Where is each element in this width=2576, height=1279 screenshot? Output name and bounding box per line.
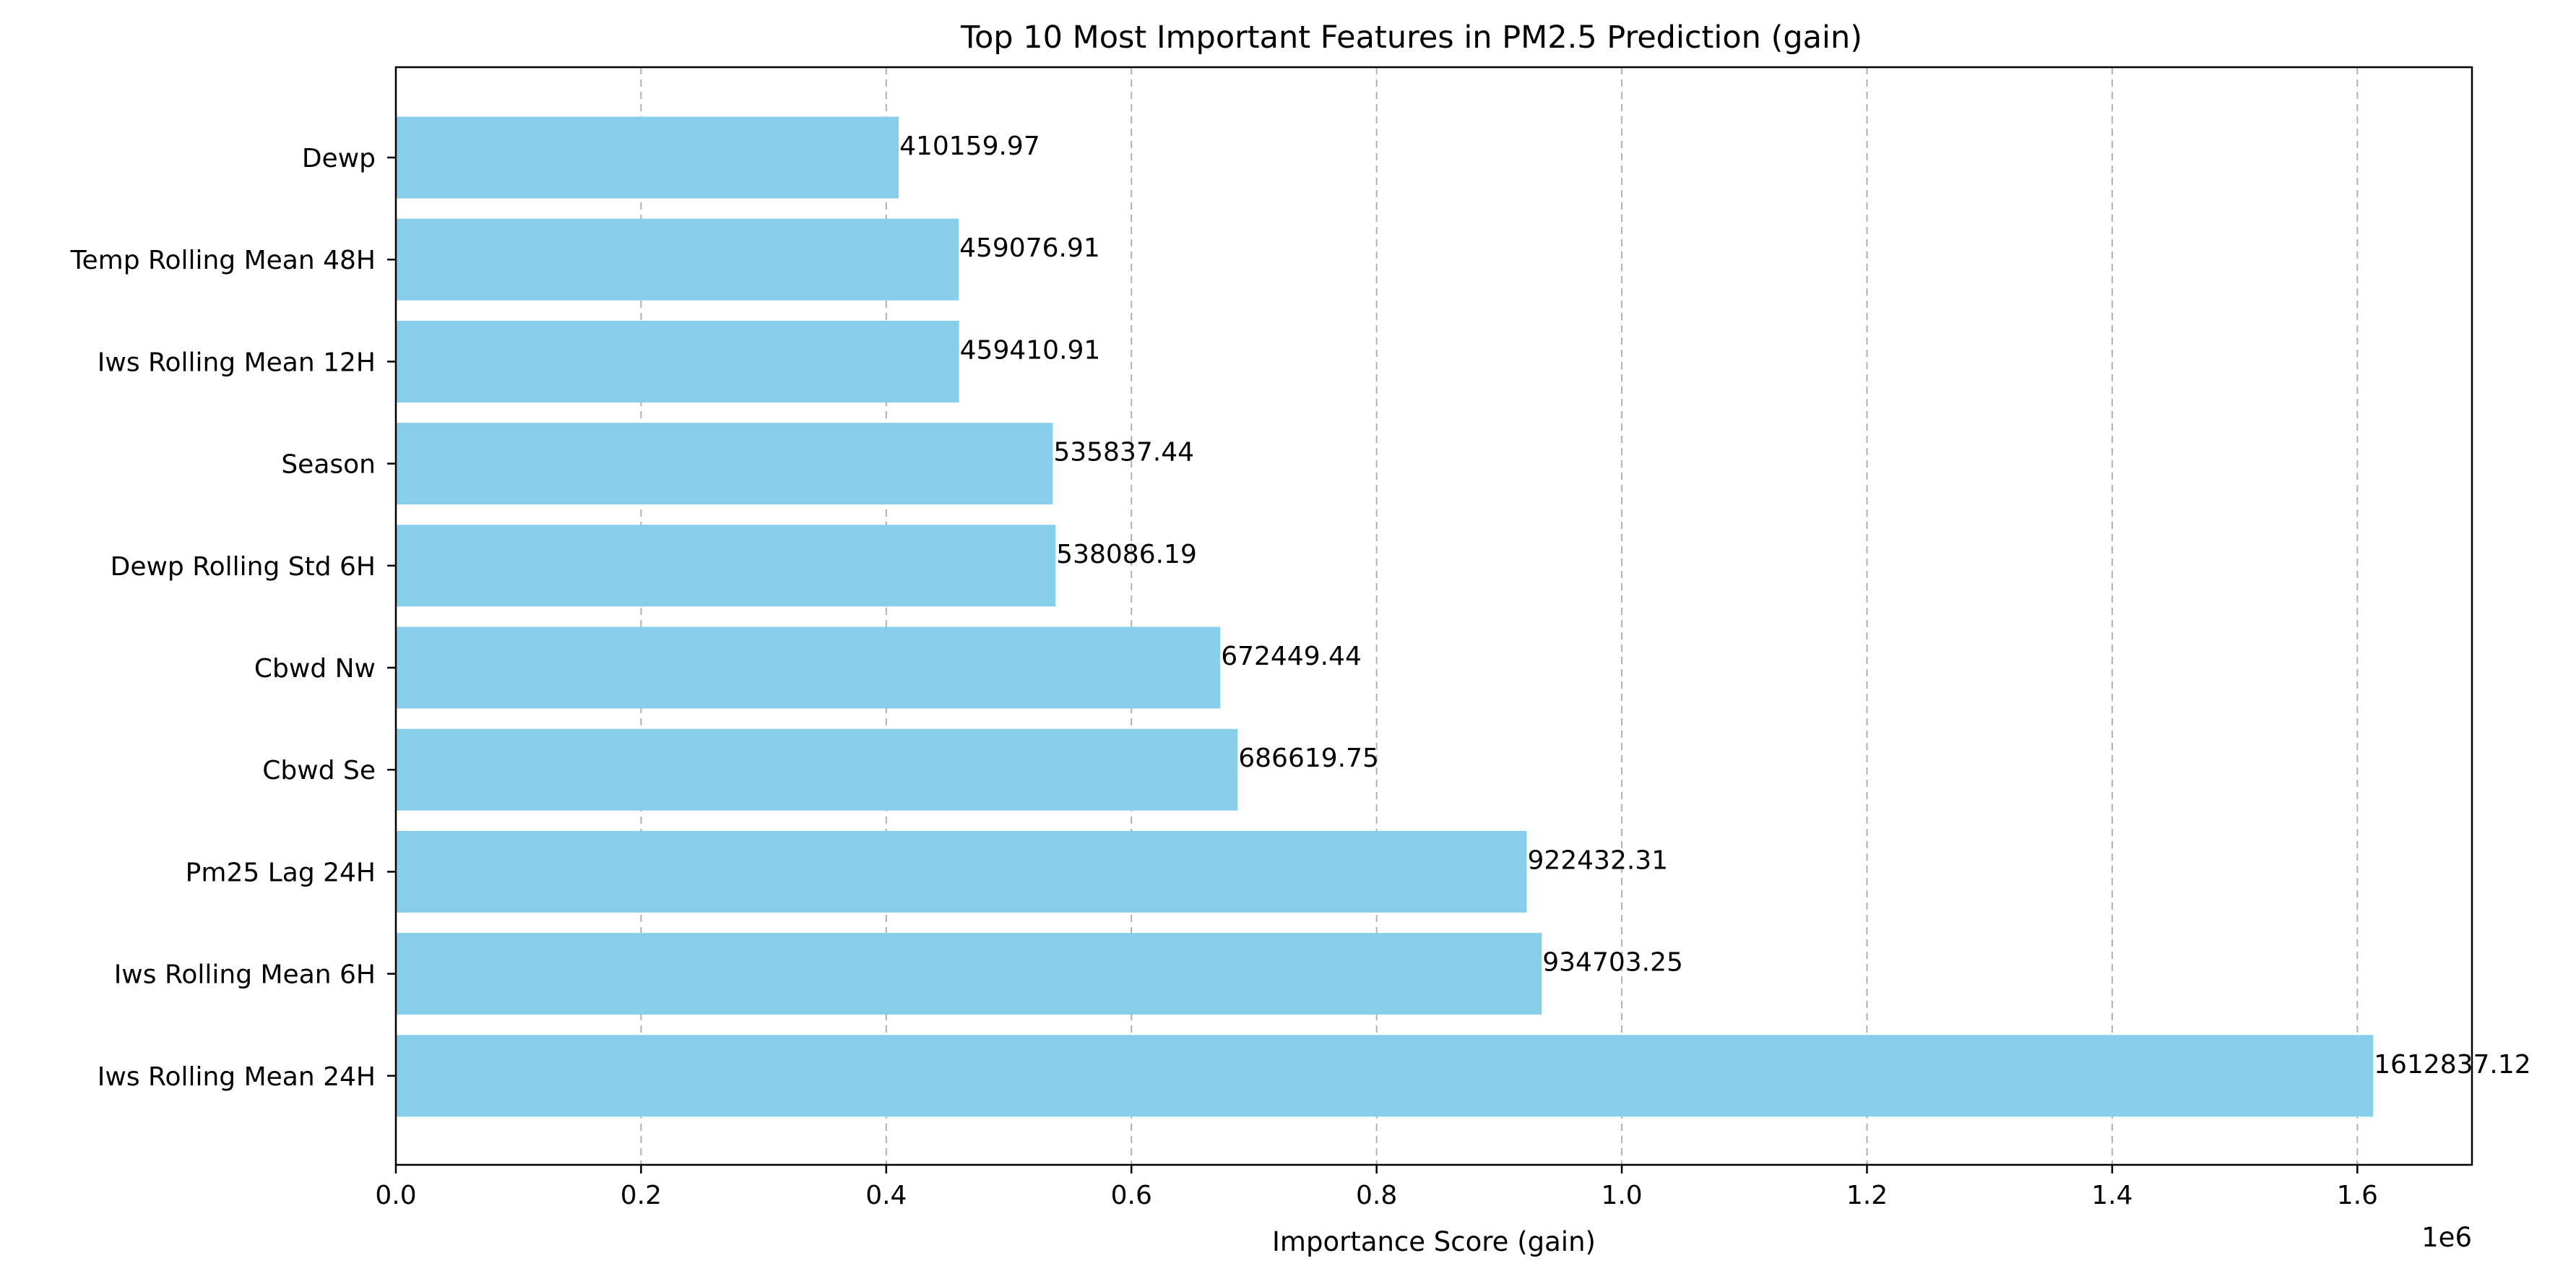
- bar-value-label: 459076.91: [959, 233, 1100, 263]
- y-tick-label: Cbwd Se: [262, 756, 376, 785]
- bar-value-label: 538086.19: [1056, 540, 1197, 569]
- y-tick-label: Cbwd Nw: [254, 654, 376, 684]
- y-tick-label: Iws Rolling Mean 12H: [98, 348, 376, 377]
- x-tick-label: 1.6: [2337, 1181, 2378, 1210]
- bar-value-label: 1612837.12: [2374, 1050, 2531, 1080]
- bar-value-label: 535837.44: [1053, 438, 1194, 468]
- bar: [396, 320, 959, 402]
- plot-frame: [394, 66, 2473, 1166]
- bar-value-label: 686619.75: [1238, 744, 1379, 773]
- bar: [396, 728, 1238, 811]
- value-labels-layer: 410159.97 459076.91 459410.91 535837.44 5380…: [899, 132, 2531, 1080]
- y-tick-label: Temp Rolling Mean 48H: [70, 246, 376, 275]
- bar-value-label: 410159.97: [899, 132, 1040, 161]
- bar: [396, 1035, 2374, 1117]
- x-tick-label: 1.4: [2091, 1181, 2132, 1210]
- bar: [396, 933, 1542, 1015]
- x-axis-ticks: 0.0 0.2 0.4 0.6 0.8 1.0 1.2 1.4 1.6: [375, 1165, 2378, 1210]
- y-tick-label: Season: [281, 450, 376, 480]
- bar: [396, 626, 1221, 709]
- y-tick-label: Iws Rolling Mean 6H: [114, 960, 376, 990]
- bar-value-label: 459410.91: [960, 335, 1101, 365]
- x-tick-label: 0.2: [621, 1181, 662, 1210]
- y-tick-label: Pm25 Lag 24H: [186, 858, 376, 887]
- bar: [396, 525, 1056, 607]
- y-axis-ticks: Dewp Temp Rolling Mean 48H Iws Rolling Mea…: [70, 144, 396, 1092]
- y-tick-label: Dewp: [302, 144, 376, 173]
- bar-value-label: 934703.25: [1542, 948, 1683, 978]
- x-axis-scale-label: 1e6: [2421, 1222, 2472, 1253]
- bars-layer: [396, 116, 2374, 1117]
- bar-value-label: 672449.44: [1221, 642, 1362, 671]
- bar: [396, 423, 1053, 505]
- x-tick-label: 0.8: [1356, 1181, 1397, 1210]
- y-tick-label: Dewp Rolling Std 6H: [111, 552, 376, 582]
- y-tick-label: Iws Rolling Mean 24H: [98, 1062, 376, 1092]
- bar-value-label: 922432.31: [1527, 845, 1668, 875]
- x-tick-label: 0.6: [1111, 1181, 1152, 1210]
- x-axis-label: Importance Score (gain): [1272, 1226, 1596, 1257]
- bar: [396, 116, 899, 199]
- x-tick-label: 0.0: [375, 1181, 416, 1210]
- chart-title: Top 10 Most Important Features in PM2.5 …: [960, 20, 1862, 56]
- bar: [396, 218, 959, 301]
- x-tick-label: 0.4: [865, 1181, 907, 1210]
- bar: [396, 830, 1527, 913]
- x-tick-label: 1.0: [1601, 1181, 1642, 1210]
- x-tick-label: 1.2: [1846, 1181, 1888, 1210]
